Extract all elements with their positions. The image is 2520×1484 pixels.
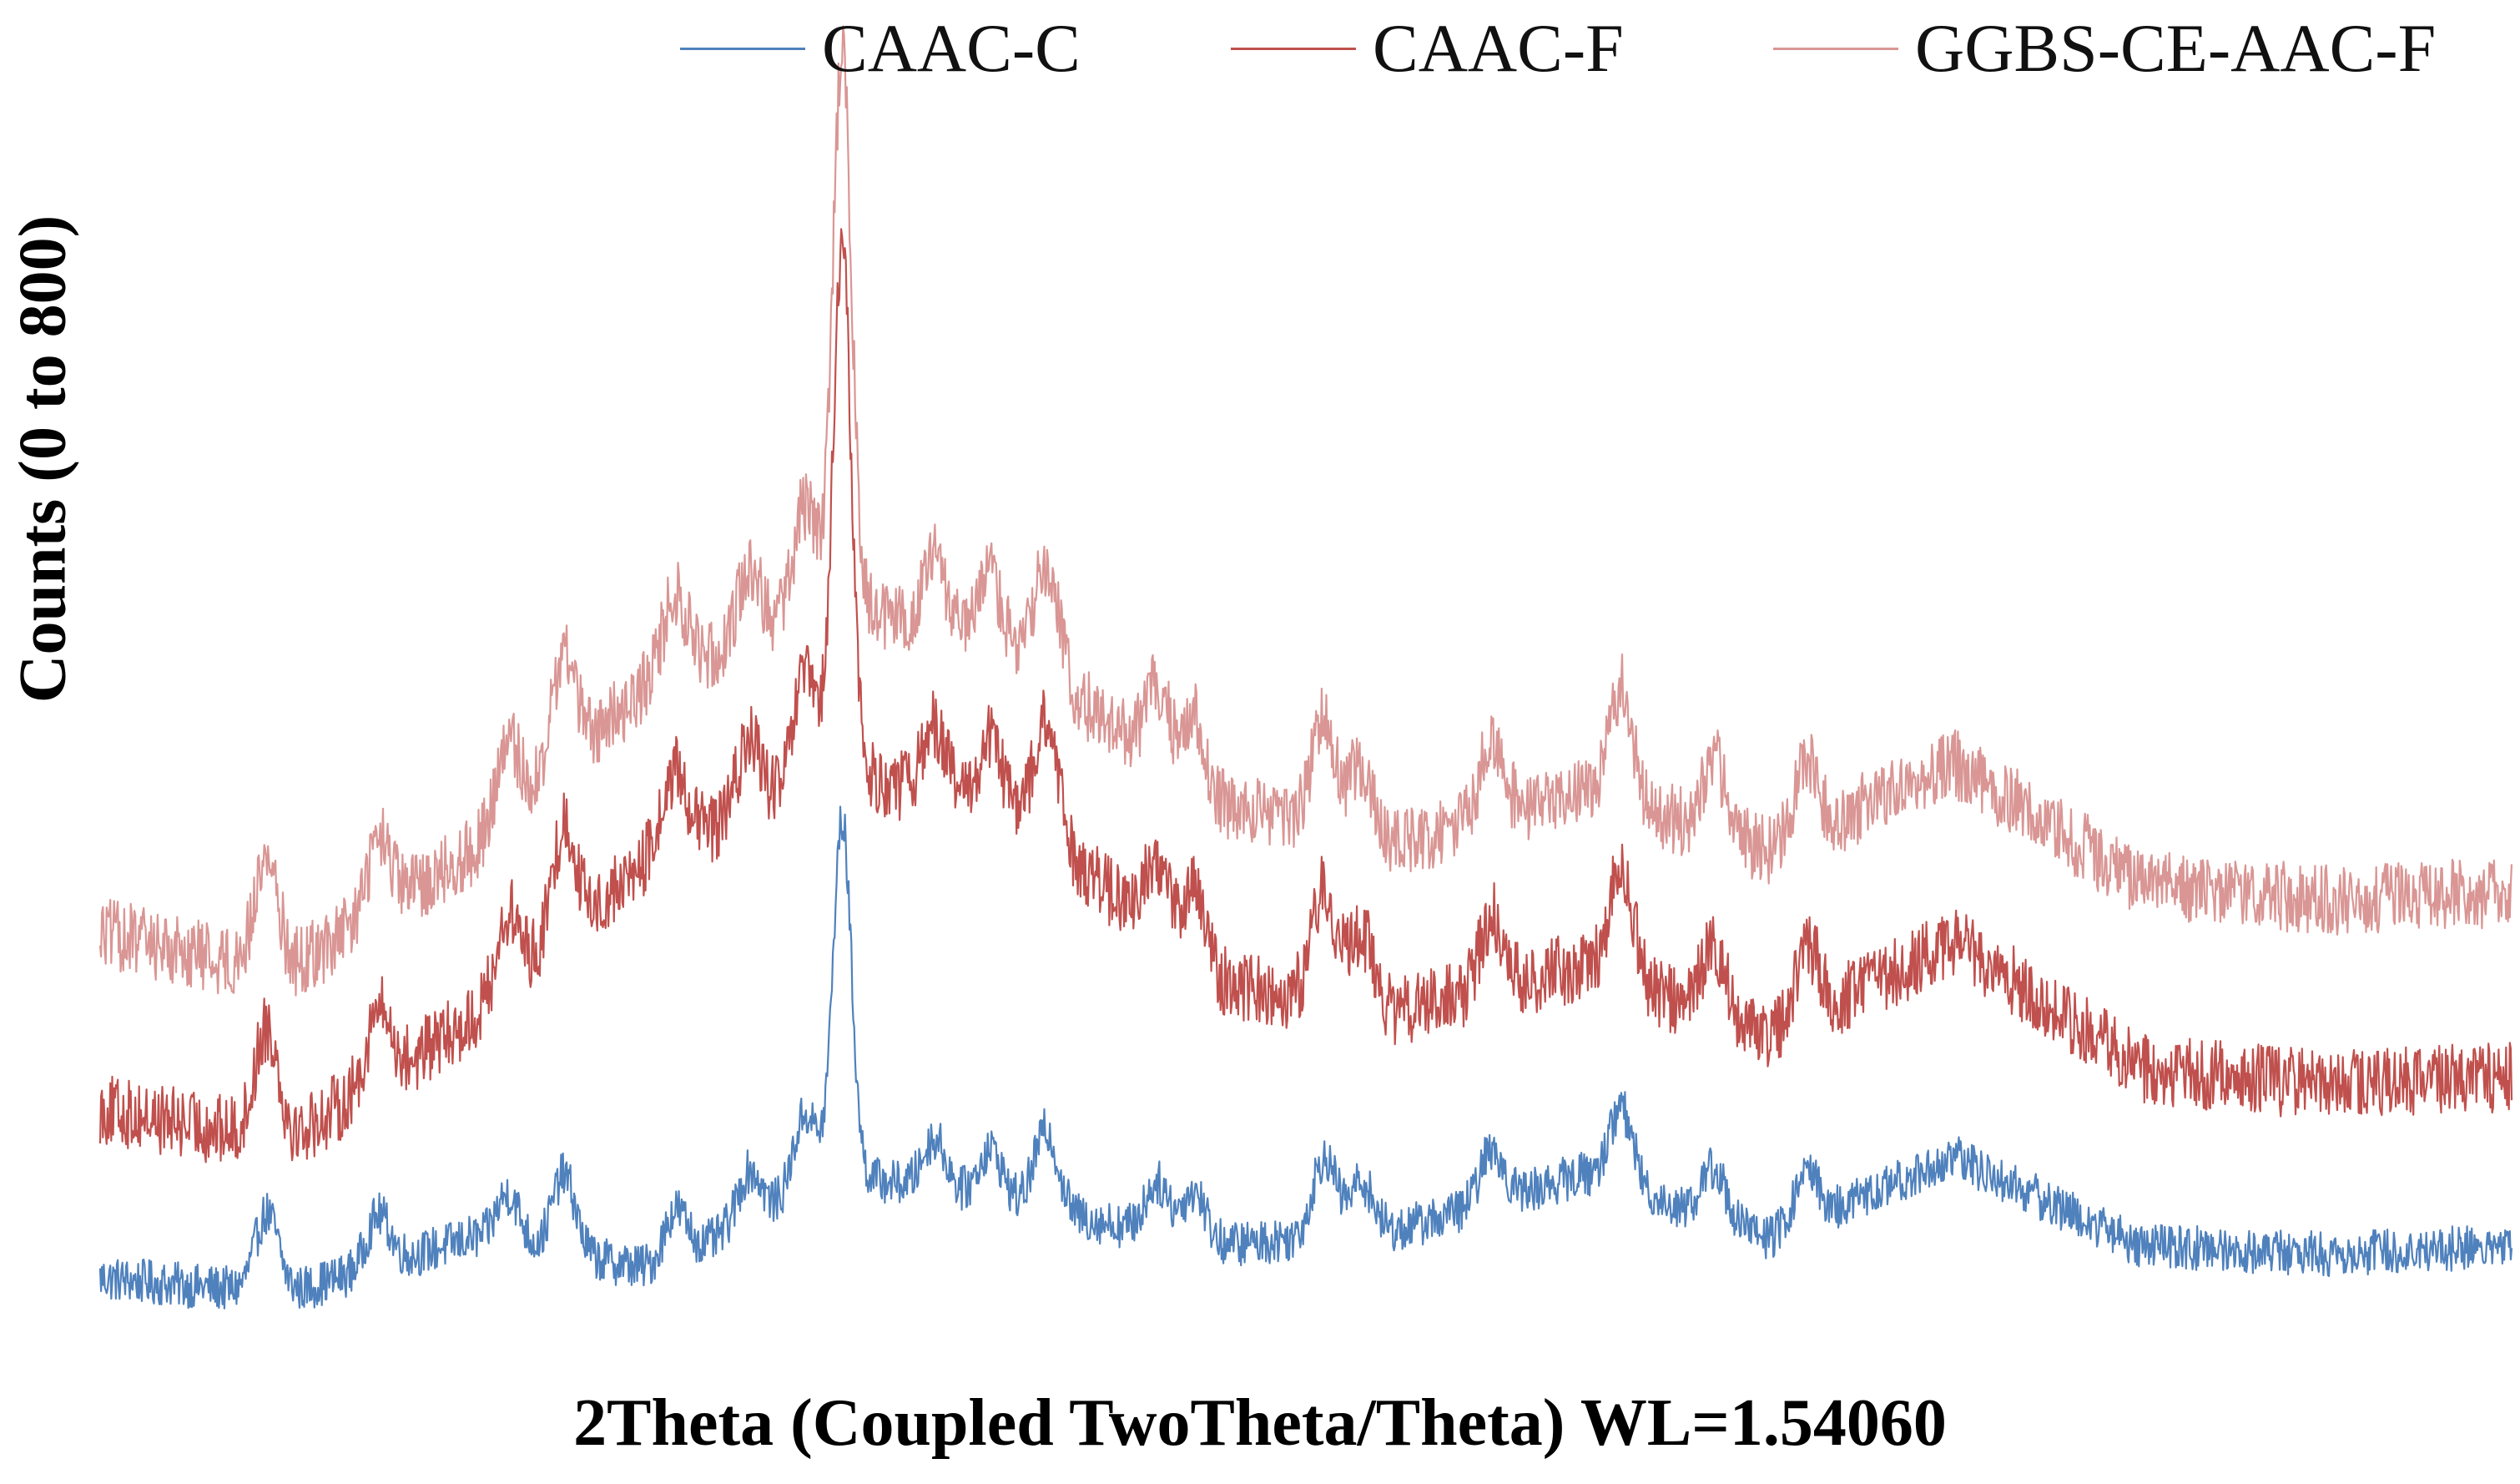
legend-label-caac-f: CAAC-F [1373,10,1624,86]
y-axis-label: Counts (0 to 800) [6,215,80,704]
y-axis-label-wrap: Counts (0 to 800) [0,0,83,1484]
series-line-caac-f [98,228,2513,1163]
series-group [98,25,2513,1310]
legend-swatch-caac-f [1231,47,1356,50]
x-axis-label: 2Theta (Coupled TwoTheta/Theta) WL=1.540… [573,1386,1947,1460]
legend-label-caac-c: CAAC-C [822,10,1081,86]
legend: CAAC-C CAAC-F GGBS-CE-AAC-F [0,7,2520,90]
legend-swatch-caac-c [680,47,805,50]
series-line-ggbs-ce-aac-f [98,25,2513,997]
legend-item-caac-c: CAAC-C [680,7,1081,90]
legend-item-caac-f: CAAC-F [1231,7,1624,90]
series-line-caac-c [98,805,2513,1310]
legend-item-ggbs-ce-aac-f: GGBS-CE-AAC-F [1773,7,2436,90]
legend-label-ggbs-ce-aac-f: GGBS-CE-AAC-F [1915,10,2437,86]
legend-swatch-ggbs-ce-aac-f [1773,47,1898,50]
